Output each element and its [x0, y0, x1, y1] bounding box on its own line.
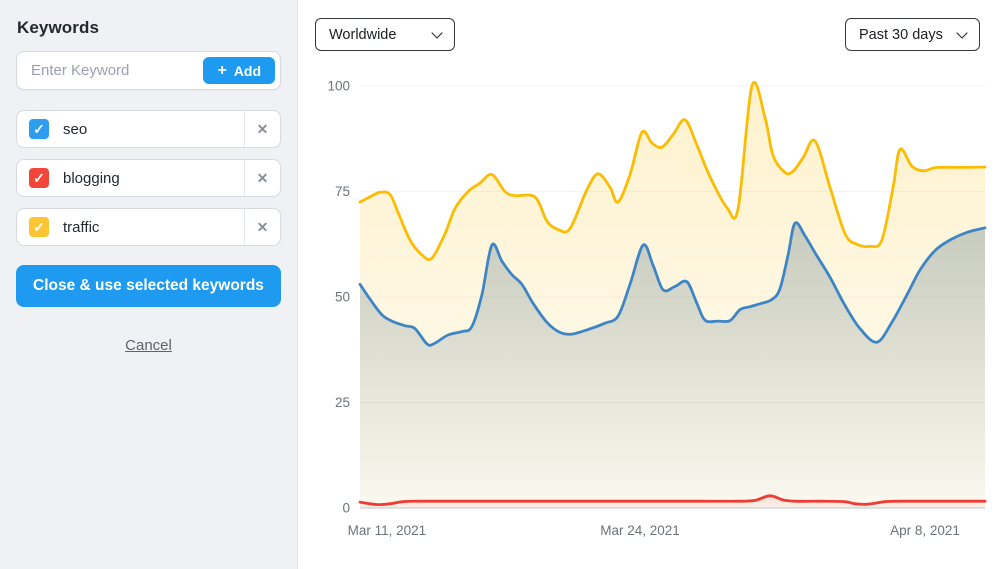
- keyword-row-seo: ✓ seo ✕: [16, 110, 281, 148]
- x-axis-label: Apr 8, 2021: [890, 523, 960, 538]
- series-traffic-area: [360, 82, 985, 508]
- keyword-label: blogging: [63, 169, 120, 187]
- check-icon: ✓: [33, 120, 45, 137]
- cancel-link[interactable]: Cancel: [125, 337, 172, 354]
- remove-keyword-button[interactable]: ✕: [245, 160, 280, 196]
- period-select-value: Past 30 days: [859, 26, 943, 43]
- close-use-keywords-button[interactable]: Close & use selected keywords: [16, 265, 281, 307]
- chart-panel: Worldwide Past 30 days 0 25 50 75 100 Mar 11,…: [298, 0, 1000, 569]
- keyword-list: ✓ seo ✕ ✓ blogging ✕ ✓: [16, 110, 281, 246]
- region-select[interactable]: Worldwide: [315, 18, 455, 51]
- trends-chart: 0 25 50 75 100 Mar 11, 2021 Mar 24, 2021 Apr 8,…: [327, 79, 987, 538]
- keyword-row-blogging: ✓ blogging ✕: [16, 159, 281, 197]
- series-traffic-line: [358, 81, 987, 261]
- chart-toolbar: Worldwide Past 30 days: [298, 0, 1000, 51]
- close-icon: ✕: [256, 120, 269, 137]
- series-blogging-line: [358, 494, 987, 506]
- sidebar-title: Keywords: [17, 18, 100, 37]
- region-select-value: Worldwide: [329, 26, 397, 43]
- series-seo-area: [360, 222, 985, 508]
- x-axis-label: Mar 11, 2021: [348, 523, 427, 538]
- series-blogging-area: [360, 495, 985, 508]
- close-icon: ✕: [256, 169, 269, 186]
- y-axis-label: 100: [327, 79, 350, 94]
- keywords-sidebar: Keywords + Add ✓ seo ✕ ✓: [0, 0, 298, 569]
- divider: [244, 111, 245, 147]
- keyword-label: traffic: [63, 218, 100, 236]
- keyword-checkbox-seo[interactable]: ✓: [29, 119, 49, 139]
- remove-keyword-button[interactable]: ✕: [245, 111, 280, 147]
- keyword-label: seo: [63, 120, 88, 138]
- chevron-down-icon: [956, 26, 968, 39]
- y-axis-label: 50: [335, 290, 350, 305]
- keyword-checkbox-blogging[interactable]: ✓: [29, 168, 49, 188]
- y-axis-label: 0: [342, 501, 350, 516]
- plus-icon: +: [217, 61, 227, 79]
- add-button-label: Add: [233, 62, 261, 79]
- divider: [244, 209, 245, 245]
- check-icon: ✓: [33, 169, 45, 186]
- period-select[interactable]: Past 30 days: [845, 18, 980, 51]
- y-axis-label: 75: [335, 184, 350, 199]
- series-seo-line: [358, 221, 987, 347]
- keyword-row-traffic: ✓ traffic ✕: [16, 208, 281, 246]
- keyword-input[interactable]: [29, 61, 204, 80]
- keyword-input-row: + Add: [16, 51, 281, 90]
- divider: [244, 160, 245, 196]
- check-icon: ✓: [33, 218, 45, 235]
- y-axis-label: 25: [335, 395, 350, 410]
- keyword-checkbox-traffic[interactable]: ✓: [29, 217, 49, 237]
- chevron-down-icon: [431, 26, 443, 39]
- add-keyword-button[interactable]: + Add: [203, 57, 275, 84]
- close-icon: ✕: [256, 218, 269, 235]
- remove-keyword-button[interactable]: ✕: [245, 209, 280, 245]
- x-axis-label: Mar 24, 2021: [600, 523, 680, 538]
